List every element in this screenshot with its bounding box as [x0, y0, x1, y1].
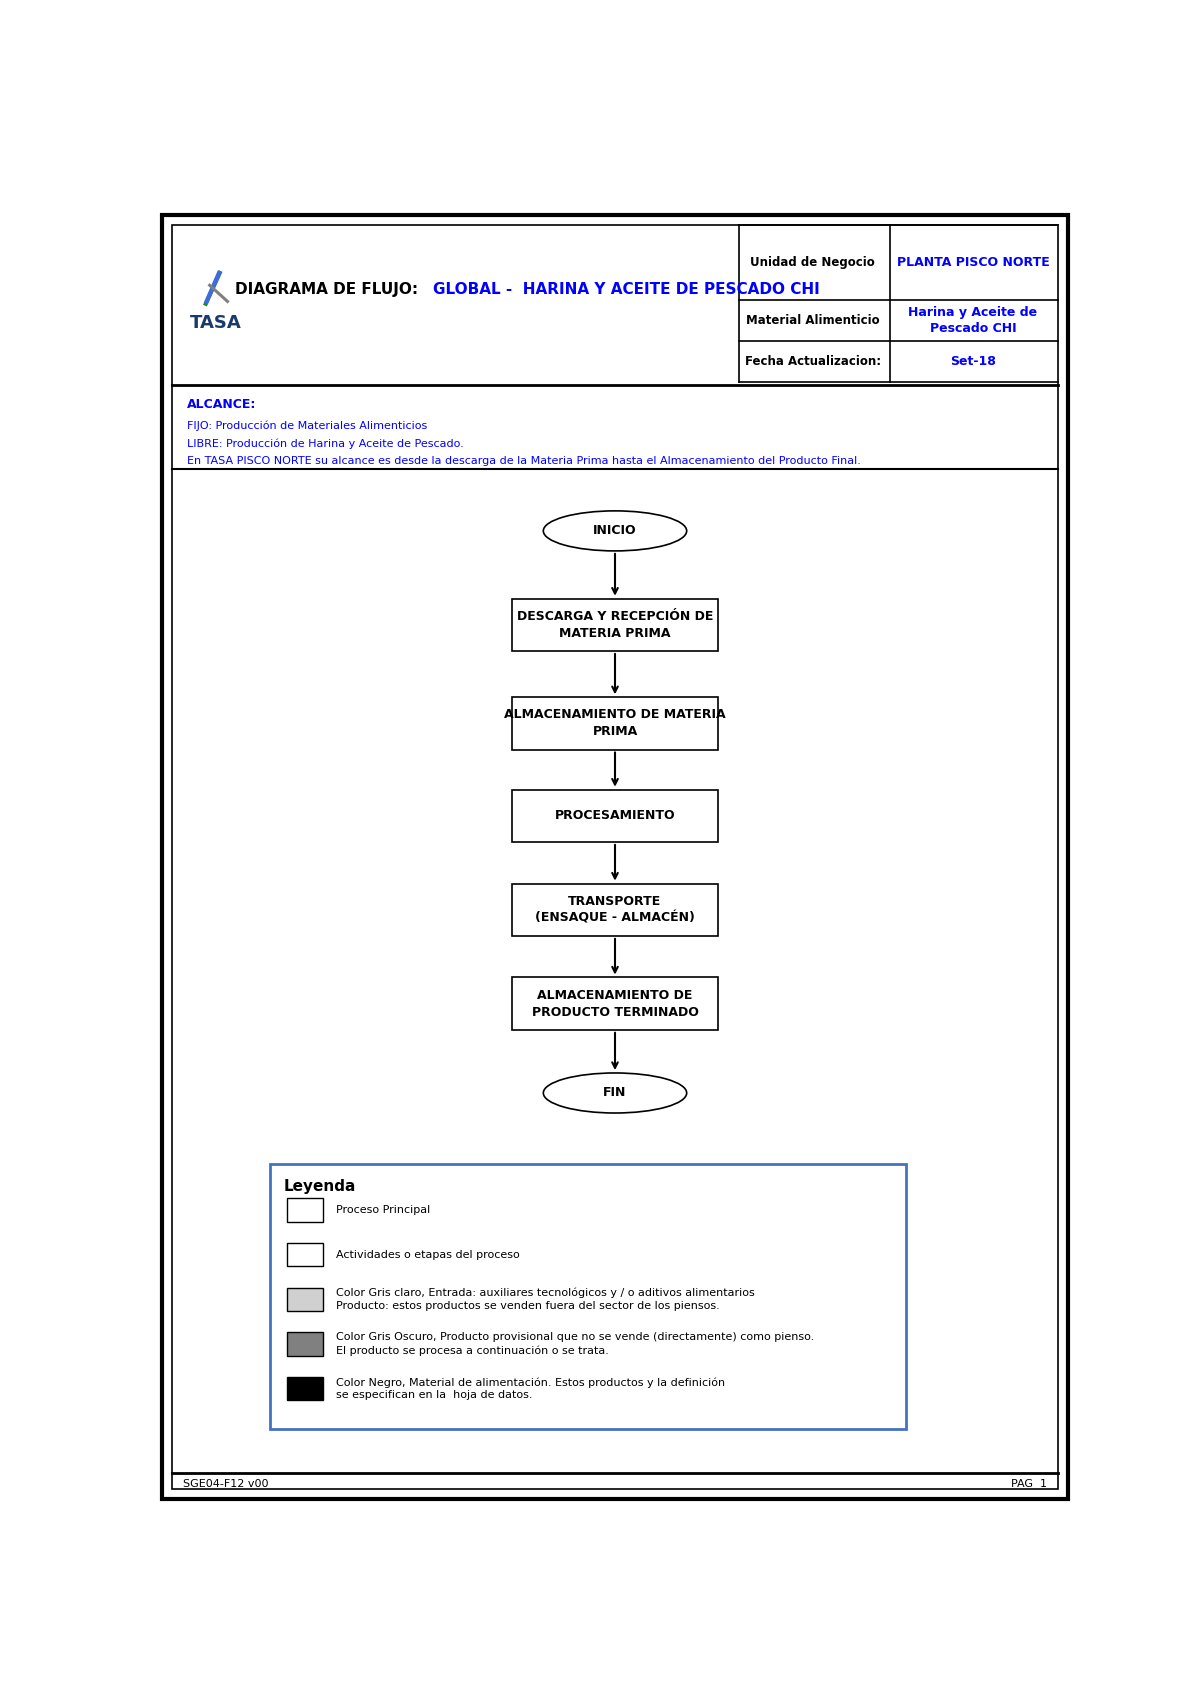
Text: Set-18: Set-18	[950, 355, 996, 368]
Text: Actividades o etapas del proceso: Actividades o etapas del proceso	[336, 1249, 520, 1259]
FancyBboxPatch shape	[287, 1378, 323, 1400]
Text: Color Negro, Material de alimentación. Estos productos y la definición
se especi: Color Negro, Material de alimentación. E…	[336, 1378, 725, 1400]
Text: En TASA PISCO NORTE su alcance es desde la descarga de la Materia Prima hasta el: En TASA PISCO NORTE su alcance es desde …	[187, 456, 862, 467]
Text: TRANSPORTE
(ENSAQUE - ALMACÉN): TRANSPORTE (ENSAQUE - ALMACÉN)	[535, 894, 695, 925]
Ellipse shape	[544, 511, 686, 552]
Text: ALMACENAMIENTO DE
PRODUCTO TERMINADO: ALMACENAMIENTO DE PRODUCTO TERMINADO	[532, 989, 698, 1018]
Text: FIJO: Producción de Materiales Alimenticios: FIJO: Producción de Materiales Alimentic…	[187, 421, 427, 431]
FancyBboxPatch shape	[287, 1332, 323, 1356]
Text: GLOBAL -  HARINA Y ACEITE DE PESCADO CHI: GLOBAL - HARINA Y ACEITE DE PESCADO CHI	[433, 282, 820, 297]
Text: INICIO: INICIO	[593, 524, 637, 538]
FancyBboxPatch shape	[287, 1198, 323, 1222]
FancyBboxPatch shape	[287, 1244, 323, 1266]
FancyBboxPatch shape	[162, 216, 1068, 1498]
Text: TASA: TASA	[190, 314, 241, 333]
FancyBboxPatch shape	[270, 1164, 906, 1429]
Text: PLANTA PISCO NORTE: PLANTA PISCO NORTE	[896, 256, 1050, 268]
Text: Color Gris claro, Entrada: auxiliares tecnológicos y / o aditivos alimentarios
P: Color Gris claro, Entrada: auxiliares te…	[336, 1288, 755, 1310]
Ellipse shape	[544, 1073, 686, 1113]
Text: Harina y Aceite de
Pescado CHI: Harina y Aceite de Pescado CHI	[908, 305, 1038, 336]
Text: DIAGRAMA DE FLUJO:: DIAGRAMA DE FLUJO:	[235, 282, 430, 297]
FancyBboxPatch shape	[512, 884, 718, 937]
FancyBboxPatch shape	[512, 697, 718, 750]
Text: SGE04-F12 v00: SGE04-F12 v00	[182, 1480, 268, 1490]
Text: ALMACENAMIENTO DE MATERIA
PRIMA: ALMACENAMIENTO DE MATERIA PRIMA	[504, 708, 726, 738]
Text: Color Gris Oscuro, Producto provisional que no se vende (directamente) como pien: Color Gris Oscuro, Producto provisional …	[336, 1332, 815, 1356]
Text: DESCARGA Y RECEPCIÓN DE
MATERIA PRIMA: DESCARGA Y RECEPCIÓN DE MATERIA PRIMA	[517, 609, 713, 640]
Text: Unidad de Negocio: Unidad de Negocio	[750, 256, 875, 268]
FancyBboxPatch shape	[287, 1288, 323, 1310]
Text: FIN: FIN	[604, 1086, 626, 1100]
FancyBboxPatch shape	[512, 789, 718, 842]
Text: PROCESAMIENTO: PROCESAMIENTO	[554, 809, 676, 823]
Text: PAG  1: PAG 1	[1012, 1480, 1048, 1490]
FancyBboxPatch shape	[512, 599, 718, 652]
Text: ALCANCE:: ALCANCE:	[187, 397, 257, 411]
Text: LIBRE: Producción de Harina y Aceite de Pescado.: LIBRE: Producción de Harina y Aceite de …	[187, 438, 464, 450]
Text: Proceso Principal: Proceso Principal	[336, 1205, 431, 1215]
Text: Fecha Actualizacion:: Fecha Actualizacion:	[744, 355, 881, 368]
Text: Material Alimenticio: Material Alimenticio	[746, 314, 880, 328]
FancyBboxPatch shape	[512, 977, 718, 1030]
Text: Leyenda: Leyenda	[284, 1179, 356, 1195]
